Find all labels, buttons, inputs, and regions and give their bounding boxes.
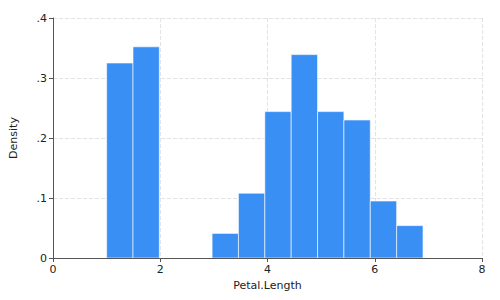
svg-text:.2: .2: [37, 132, 48, 145]
svg-text:6: 6: [371, 263, 378, 276]
svg-text:0: 0: [50, 263, 57, 276]
svg-text:.3: .3: [37, 72, 48, 85]
svg-text:2: 2: [157, 263, 164, 276]
svg-text:Petal.Length: Petal.Length: [233, 279, 302, 292]
svg-text:4: 4: [264, 263, 271, 276]
svg-text:0: 0: [40, 252, 47, 265]
svg-text:8: 8: [479, 263, 486, 276]
svg-text:.1: .1: [37, 192, 48, 205]
svg-text:.4: .4: [37, 12, 48, 25]
svg-text:Density: Density: [7, 117, 20, 159]
